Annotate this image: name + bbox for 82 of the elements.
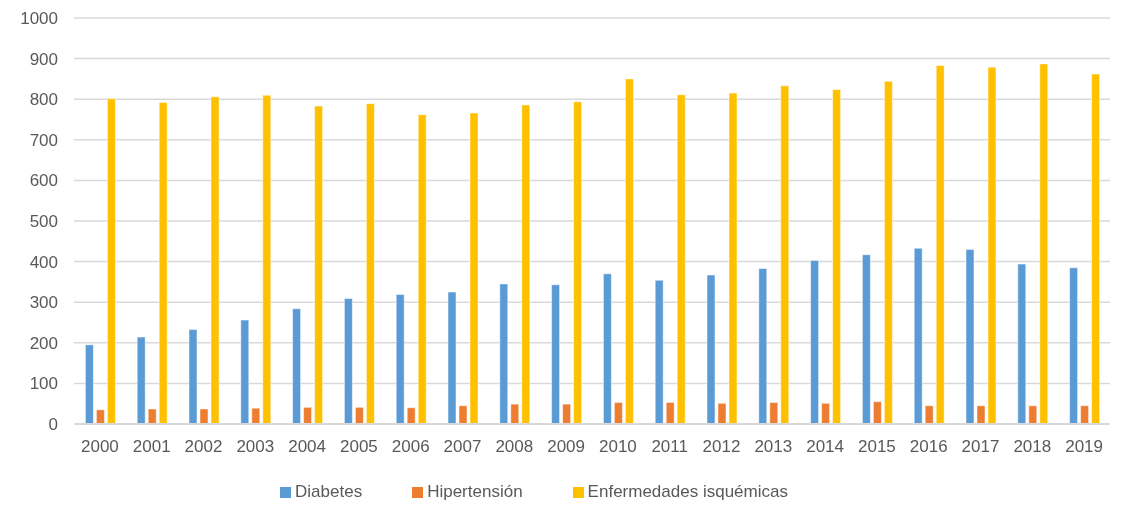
bar (147, 408, 157, 424)
bar (314, 105, 323, 424)
bar (614, 402, 623, 424)
bar (1069, 267, 1078, 424)
bar (395, 294, 405, 424)
bar (1091, 73, 1100, 424)
x-tick-label: 2001 (132, 437, 171, 457)
x-tick-label: 2013 (754, 437, 793, 457)
x-tick-label: 2016 (909, 437, 948, 457)
bar (303, 407, 312, 424)
legend-label: Enfermedades isquémicas (587, 482, 788, 501)
x-tick-label: 2004 (288, 437, 327, 457)
x-tick-label: 2010 (598, 437, 637, 457)
bar (510, 403, 520, 424)
y-tick-label: 800 (29, 90, 58, 110)
x-tick-label: 2006 (391, 437, 430, 457)
bar (344, 298, 353, 424)
bar (417, 114, 427, 424)
x-tick-label: 2014 (806, 437, 845, 457)
bar (873, 401, 882, 424)
x-tick-label: 2017 (961, 437, 1000, 457)
bar (654, 280, 664, 424)
bar (603, 273, 612, 424)
bar (292, 308, 301, 424)
bar (913, 247, 923, 424)
bar (810, 260, 819, 424)
y-tick-label: 0 (48, 415, 58, 435)
bar (1028, 405, 1038, 424)
x-tick-label: 2018 (1013, 437, 1052, 457)
bar (366, 103, 375, 424)
bar (406, 407, 416, 424)
x-tick-label: 2000 (80, 437, 119, 457)
x-tick-label: 2003 (236, 437, 275, 457)
legend-label: Diabetes (295, 482, 363, 501)
bar (924, 405, 934, 424)
bar (573, 101, 582, 424)
bar (136, 336, 146, 424)
x-tick-label: 2007 (443, 437, 482, 457)
bar (499, 283, 509, 424)
bar (1017, 263, 1027, 424)
x-tick-label: 2008 (495, 437, 534, 457)
bar (625, 78, 634, 424)
bar (251, 407, 261, 424)
bar (665, 402, 675, 424)
bar (240, 319, 250, 424)
bar (107, 98, 116, 424)
x-tick-label: 2011 (651, 437, 688, 457)
x-tick-label: 2009 (547, 437, 586, 457)
bar (262, 94, 272, 424)
bar (935, 65, 945, 424)
bar (780, 85, 790, 424)
legend-label: Hipertensión (427, 482, 523, 501)
bar (158, 102, 168, 424)
y-tick-label: 400 (29, 252, 58, 272)
bar (551, 284, 560, 424)
bar (832, 89, 841, 424)
bar (769, 402, 779, 424)
x-tick-label: 2015 (857, 437, 896, 457)
x-tick-label: 2019 (1065, 437, 1104, 457)
x-tick-label: 2005 (339, 437, 378, 457)
bar (862, 254, 871, 424)
y-tick-label: 100 (29, 374, 58, 394)
bar (676, 94, 686, 424)
bar (85, 344, 94, 424)
x-tick-label: 2012 (702, 437, 741, 457)
bar (521, 104, 531, 424)
y-tick-label: 1000 (20, 9, 58, 29)
bar (96, 409, 105, 424)
bar (562, 403, 571, 424)
y-tick-label: 300 (29, 293, 58, 313)
y-tick-label: 200 (29, 333, 58, 353)
bar (1080, 405, 1089, 424)
y-tick-label: 900 (29, 49, 58, 69)
bar (821, 403, 830, 424)
y-tick-label: 500 (29, 212, 58, 232)
y-tick-label: 600 (29, 171, 58, 191)
x-tick-label: 2002 (184, 437, 223, 457)
bar (355, 407, 364, 424)
y-tick-label: 700 (29, 130, 58, 150)
bar (758, 268, 768, 424)
bar (884, 81, 893, 424)
bar (1039, 63, 1049, 424)
